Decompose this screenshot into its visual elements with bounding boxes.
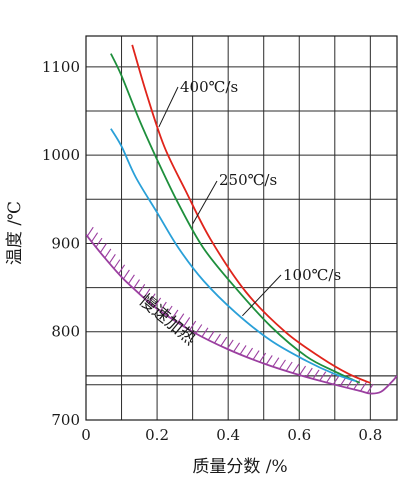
- tick-labels: 700 800 900 1000 1100 0 0.2 0.4 0.6 0.8: [42, 58, 382, 444]
- y-axis-label: 温度 /℃: [5, 201, 25, 265]
- series-250-line: [110, 53, 361, 384]
- series-lines: [86, 44, 397, 395]
- hatch-mark: [118, 264, 126, 275]
- x-tick-label: 0.2: [145, 426, 169, 444]
- hatch-mark: [159, 301, 167, 312]
- hatch-mark: [183, 317, 191, 327]
- hatch-mark: [239, 345, 247, 355]
- plot-frame: [85, 35, 398, 421]
- hatch-mark: [272, 357, 280, 367]
- hatch-mark: [99, 243, 107, 253]
- hatch-mark: [220, 336, 228, 347]
- hatch-mark: [299, 365, 307, 376]
- hatch-mark: [326, 373, 334, 383]
- hatch-mark: [91, 232, 99, 242]
- hatch-mark: [226, 339, 234, 350]
- y-tick-label: 800: [51, 323, 80, 341]
- hatch-mark: [148, 293, 156, 303]
- hatch-mark: [95, 237, 103, 248]
- hatch-mark: [265, 355, 273, 365]
- hatch-mark: [165, 305, 173, 316]
- plot-background: [86, 36, 397, 420]
- hatch-mark: [259, 352, 267, 363]
- hatch-mark: [360, 381, 367, 392]
- hatch-mark: [122, 269, 130, 280]
- slow-heating-hatching: [86, 226, 374, 394]
- y-tick-label: 700: [51, 411, 80, 429]
- hatch-mark: [319, 371, 327, 382]
- hatch-mark: [177, 313, 185, 323]
- hatch-mark: [189, 320, 197, 331]
- series-400-line: [131, 44, 371, 384]
- leader-250: [192, 180, 218, 225]
- hatch-mark: [214, 333, 221, 344]
- leader-100: [242, 274, 282, 317]
- x-tick-label: 0.4: [216, 426, 240, 444]
- hatch-mark: [279, 359, 286, 370]
- hatch-mark: [86, 226, 94, 237]
- hatch-mark: [285, 361, 293, 372]
- hatch-mark: [305, 367, 313, 378]
- x-tick-label: 0: [81, 426, 91, 444]
- hatch-mark: [312, 369, 320, 380]
- hatch-mark: [127, 274, 135, 285]
- hatch-mark: [108, 254, 116, 264]
- hatch-mark: [233, 342, 241, 353]
- hatch-mark: [154, 297, 162, 308]
- x-tick-label: 0.8: [358, 426, 382, 444]
- hatch-mark: [252, 350, 260, 360]
- hatch-mark: [207, 330, 215, 341]
- hatch-mark: [113, 259, 121, 269]
- annotation-250: 250℃/s: [219, 171, 277, 189]
- x-tick-label: 0.6: [287, 426, 311, 444]
- series-100-line: [110, 128, 357, 383]
- leader-400: [158, 86, 179, 128]
- y-tick-label: 1000: [42, 146, 80, 164]
- annotation-100: 100℃/s: [283, 266, 341, 284]
- annotation-400: 400℃/s: [180, 78, 238, 96]
- hatch-mark: [195, 324, 203, 334]
- hatch-mark: [332, 374, 340, 385]
- series-slow-heating-line: [86, 234, 397, 395]
- hatch-mark: [171, 309, 179, 320]
- hatch-mark: [104, 248, 112, 259]
- x-axis-label: 质量分数 /%: [192, 457, 287, 477]
- hatch-mark: [138, 283, 146, 294]
- hatch-mark: [246, 347, 254, 358]
- hatch-mark: [133, 279, 140, 289]
- annotation-leaders: [158, 86, 282, 317]
- hatch-mark: [366, 383, 374, 394]
- hatch-mark: [292, 363, 300, 374]
- hatch-mark: [201, 327, 209, 338]
- hatch-mark: [143, 288, 151, 299]
- y-tick-label: 900: [51, 234, 80, 252]
- y-tick-label: 1100: [42, 58, 80, 76]
